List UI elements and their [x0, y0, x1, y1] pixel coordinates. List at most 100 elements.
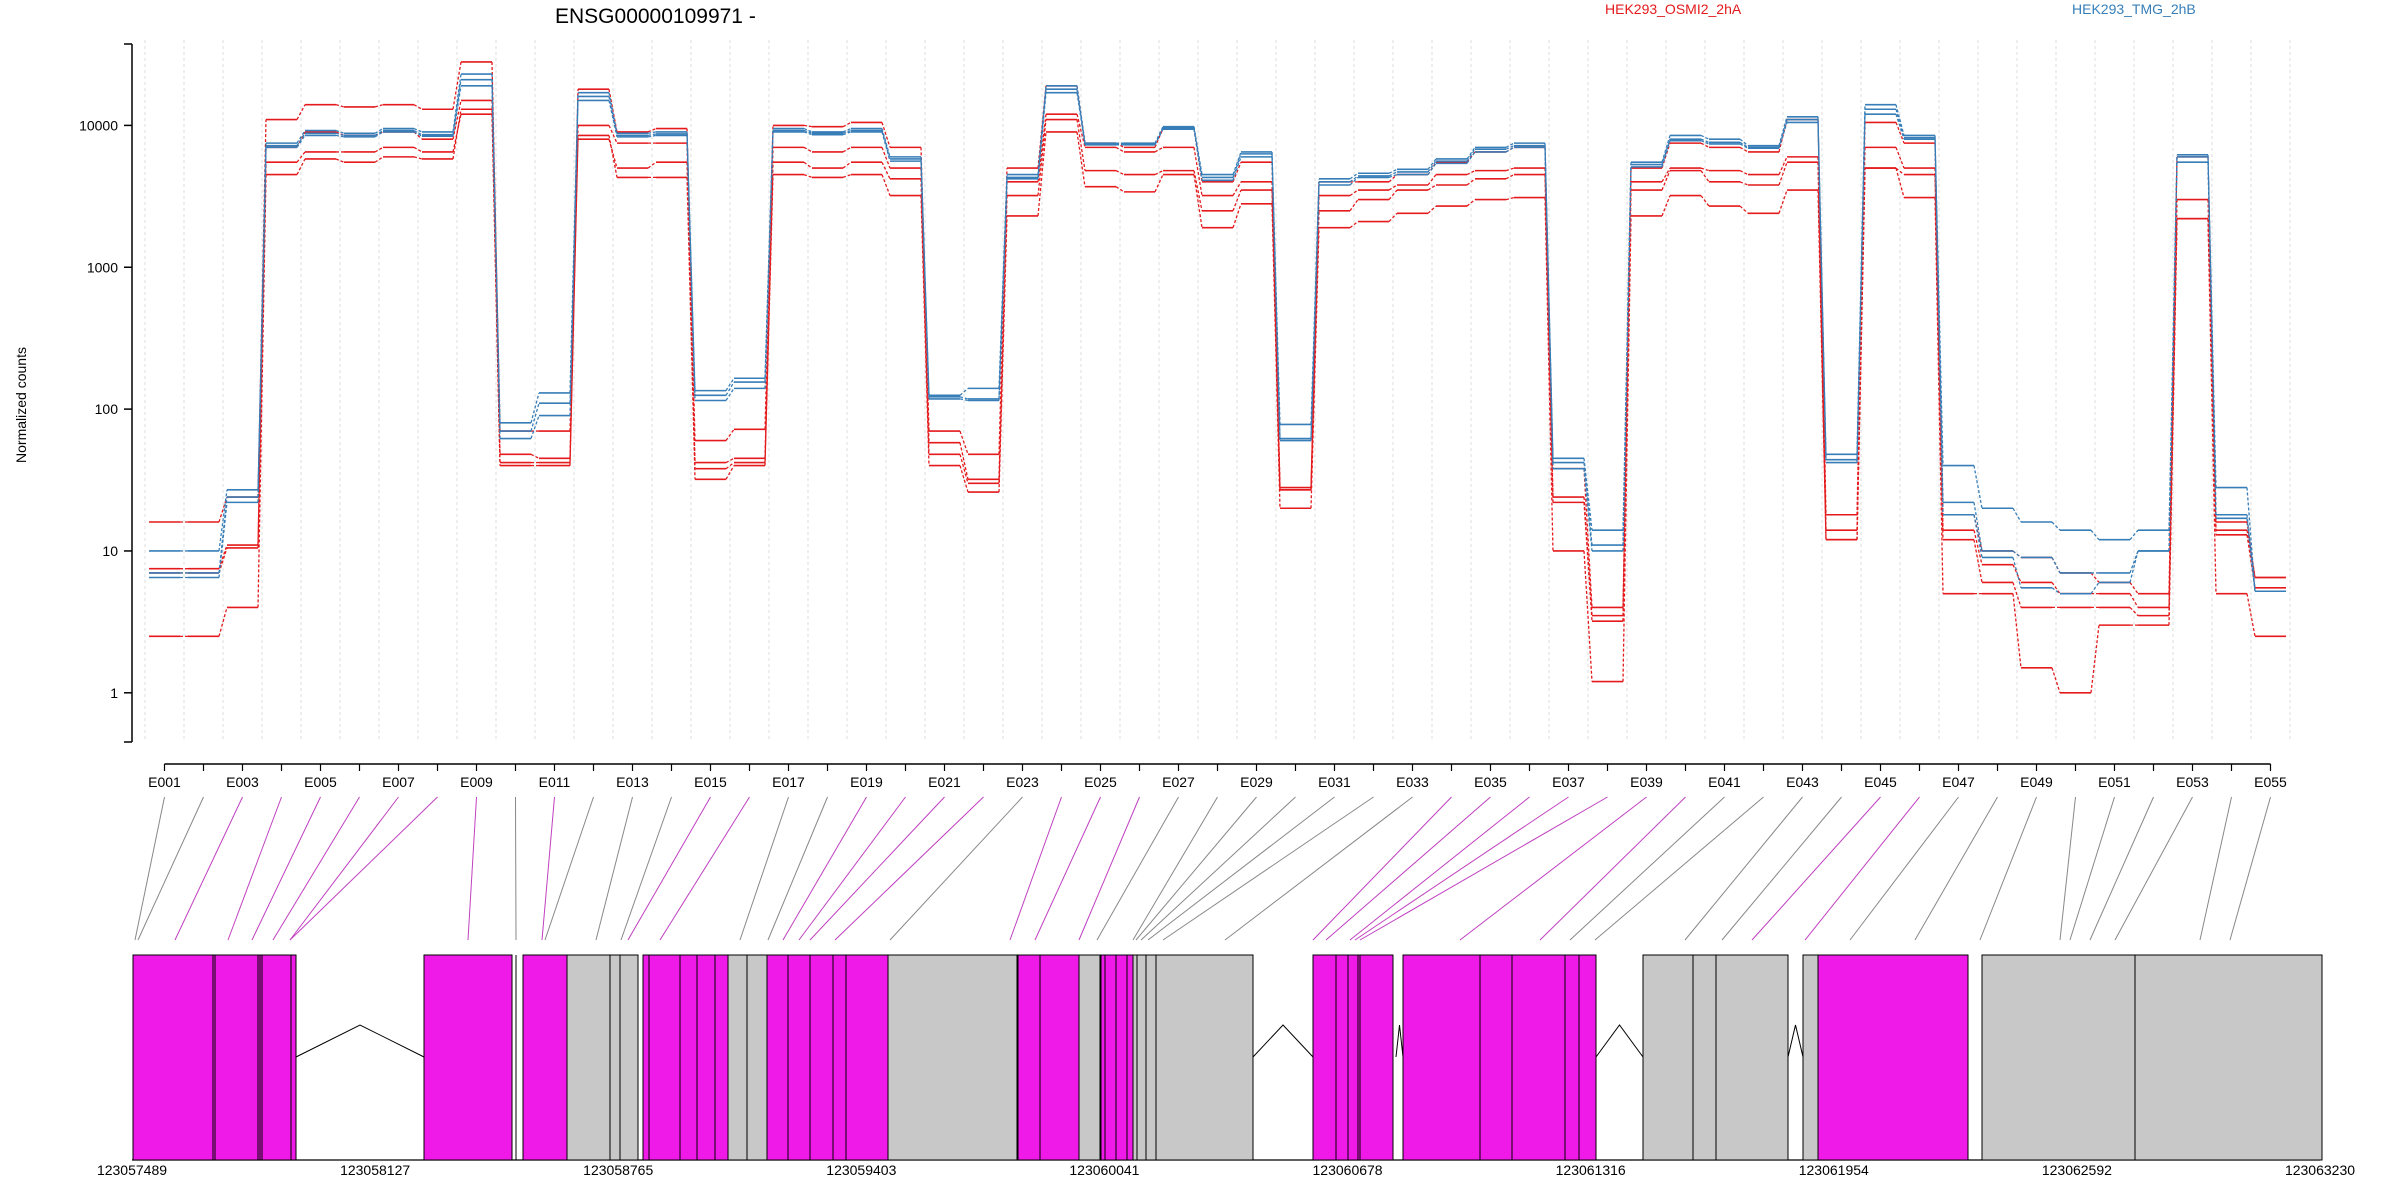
series-connector — [1037, 119, 1047, 196]
series-connector — [1817, 190, 1827, 540]
series-connector — [2090, 625, 2100, 693]
exon-connector — [620, 796, 672, 941]
coordinate-label: 123062592 — [2042, 1162, 2112, 1178]
series-connector — [2012, 550, 2022, 558]
series-connector — [296, 158, 306, 175]
series-connector — [1271, 203, 1281, 509]
series-connector — [2246, 514, 2256, 592]
series-connector — [218, 607, 228, 637]
series-connector — [1973, 465, 1983, 509]
exon-connector — [1140, 796, 1296, 941]
series-connector — [2129, 593, 2139, 608]
exon-connector — [1162, 796, 1374, 941]
series-connector — [1154, 127, 1164, 145]
series-connector — [296, 151, 306, 163]
exon-connector — [798, 796, 906, 941]
series-connector — [959, 454, 969, 484]
series-connector — [1739, 170, 1749, 176]
series-connector — [1466, 199, 1476, 207]
coordinate-label: 123059403 — [826, 1162, 896, 1178]
exon-connector — [1804, 796, 1920, 941]
series-connector — [1388, 173, 1398, 179]
x-tick-label: E049 — [2020, 774, 2053, 790]
series-connector — [1739, 181, 1749, 186]
exon-connector — [515, 796, 517, 941]
series-connector — [2051, 587, 2061, 595]
series-connector — [1310, 181, 1320, 439]
series-connector — [1037, 131, 1047, 217]
series-connector — [1271, 153, 1281, 439]
exon-connector — [767, 796, 828, 941]
series-connector — [1934, 139, 1944, 515]
series-connector — [608, 96, 618, 136]
series-connector — [842, 173, 852, 179]
series-connector — [1661, 140, 1671, 168]
series-connector — [1661, 170, 1671, 191]
exon-connector — [659, 796, 750, 941]
series-connector — [2012, 557, 2022, 588]
series-connector — [881, 122, 891, 148]
series-connector — [803, 146, 813, 153]
series-connector — [1622, 190, 1632, 622]
series-connector — [1388, 189, 1398, 200]
series-connector — [2246, 534, 2256, 588]
series-connector — [1232, 203, 1242, 228]
series-connector — [1973, 514, 1983, 558]
series-connector — [998, 215, 1008, 493]
coordinate-label: 123060041 — [1069, 1162, 1139, 1178]
x-tick-label: E023 — [1006, 774, 1039, 790]
exon-connector — [1684, 796, 1803, 941]
series-connector — [413, 129, 423, 136]
series-connector — [764, 162, 774, 463]
x-tick-label: E001 — [148, 774, 181, 790]
y-tick-label: 1 — [110, 685, 118, 701]
series-connector — [335, 132, 345, 137]
x-tick-label: E031 — [1318, 774, 1351, 790]
series-connector — [530, 392, 540, 424]
series-connector — [1778, 122, 1788, 149]
series-connector — [725, 465, 735, 480]
intron-line — [1252, 1024, 1314, 1058]
x-tick-label: E053 — [2176, 774, 2209, 790]
series-connector — [1700, 138, 1710, 143]
series-connector — [1193, 147, 1203, 196]
vertical-gridlines — [144, 40, 2291, 742]
series-connector — [1739, 146, 1749, 153]
x-tick-label: E021 — [928, 774, 961, 790]
exon-connector — [1349, 796, 1530, 941]
series-3 — [149, 113, 2286, 622]
exon-connector — [272, 796, 360, 941]
series-connector — [1115, 186, 1125, 193]
series-connector — [1700, 170, 1710, 183]
x-tick-label: E011 — [539, 774, 571, 790]
series-connector — [1388, 171, 1398, 177]
exon-connector — [544, 796, 594, 941]
exon-block — [1981, 954, 2323, 1161]
series-connector — [2090, 582, 2100, 595]
series-connector — [2051, 582, 2061, 595]
series-connector — [1622, 168, 1632, 608]
series-connector — [1622, 166, 1632, 551]
series-connector — [296, 104, 306, 120]
exon-block — [1817, 954, 1969, 1161]
exon-connector — [289, 796, 438, 941]
series-connector — [881, 147, 891, 169]
exon-connector — [137, 796, 204, 941]
series-connector — [959, 430, 969, 455]
exon-connector — [2069, 796, 2115, 941]
series-4 — [149, 108, 2286, 694]
series-connector — [725, 428, 735, 441]
y-tick-label: 1000 — [87, 259, 118, 275]
exon-block — [1802, 954, 1819, 1161]
exon-block — [1402, 954, 1597, 1161]
exon-connector — [467, 796, 477, 941]
exon-connector — [627, 796, 711, 941]
series-connector — [1154, 146, 1164, 153]
series-connector — [1076, 131, 1086, 187]
series-connector — [1700, 134, 1710, 140]
x-tick-label: E043 — [1786, 774, 1819, 790]
series-connector — [1544, 147, 1554, 469]
intron-line — [295, 1024, 425, 1058]
series-connector — [2090, 572, 2100, 583]
exon-connector — [1594, 796, 1764, 941]
